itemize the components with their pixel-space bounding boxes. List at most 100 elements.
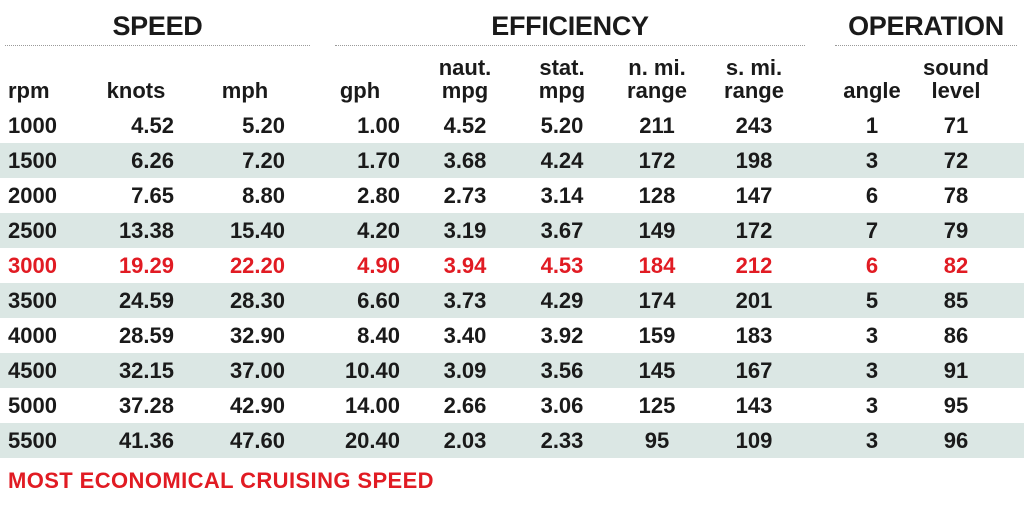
cell-n-mi-range: 172 (638, 148, 676, 173)
cell-n-mi-range: 95 (644, 428, 670, 453)
cell-rpm: 4500 (8, 358, 57, 383)
column-header-s-mi-range: s. mi. range (724, 55, 784, 103)
cell-stat-mpg: 3.67 (540, 218, 584, 243)
cell-sound-level: 86 (943, 323, 969, 348)
cell-s-mi-range: 109 (735, 428, 773, 453)
cell-gph: 20.40 (344, 428, 400, 453)
cell-angle: 3 (865, 358, 879, 383)
cell-knots: 19.29 (118, 253, 174, 278)
cell-mph: 8.80 (242, 183, 285, 208)
cell-sound-level: 91 (943, 358, 969, 383)
cell-n-mi-range: 145 (638, 358, 676, 383)
cell-naut-mpg: 3.19 (443, 218, 487, 243)
cell-naut-mpg: 3.94 (443, 253, 487, 278)
cell-stat-mpg: 4.29 (540, 288, 584, 313)
cell-rpm: 2000 (8, 183, 57, 208)
cell-gph: 4.90 (357, 253, 400, 278)
table-row: 2500 13.38 15.40 4.20 3.19 3.67 149 172 7 79 (0, 213, 1024, 248)
cell-knots: 6.26 (131, 148, 174, 173)
cell-angle: 3 (865, 148, 879, 173)
group-rule-speed (5, 45, 310, 46)
cell-gph: 14.00 (344, 393, 400, 418)
cell-knots: 28.59 (118, 323, 174, 348)
cell-naut-mpg: 2.03 (443, 428, 487, 453)
cell-mph: 28.30 (229, 288, 285, 313)
cell-mph: 7.20 (242, 148, 285, 173)
cell-rpm: 2500 (8, 218, 57, 243)
column-header-gph: gph (339, 78, 381, 103)
cell-mph: 47.60 (229, 428, 285, 453)
group-title-efficiency: EFFICIENCY (491, 11, 649, 41)
column-header-naut-mpg: naut. mpg (438, 55, 492, 103)
cell-knots: 4.52 (131, 113, 174, 138)
cell-rpm: 5000 (8, 393, 57, 418)
cell-stat-mpg: 4.53 (540, 253, 584, 278)
cell-stat-mpg: 3.92 (540, 323, 584, 348)
cell-sound-level: 95 (943, 393, 969, 418)
cell-stat-mpg: 2.33 (540, 428, 584, 453)
cell-gph: 1.00 (357, 113, 400, 138)
cell-stat-mpg: 4.24 (540, 148, 584, 173)
cell-angle: 6 (865, 253, 879, 278)
column-header-knots: knots (106, 78, 166, 103)
table-row: 5500 41.36 47.60 20.40 2.03 2.33 95 109 3 96 (0, 423, 1024, 458)
cell-stat-mpg: 5.20 (540, 113, 584, 138)
column-header-angle: angle (843, 78, 901, 103)
cell-n-mi-range: 128 (638, 183, 676, 208)
cell-mph: 32.90 (229, 323, 285, 348)
cell-rpm: 3500 (8, 288, 57, 313)
cell-angle: 6 (865, 183, 879, 208)
group-rule-efficiency (335, 45, 805, 46)
column-header-n-mi-range: n. mi. range (627, 55, 687, 103)
column-header-rpm: rpm (8, 78, 50, 103)
cell-gph: 2.80 (357, 183, 400, 208)
cell-rpm: 3000 (8, 253, 57, 278)
cell-rpm: 5500 (8, 428, 57, 453)
cell-rpm: 4000 (8, 323, 57, 348)
cell-naut-mpg: 4.52 (443, 113, 487, 138)
cell-mph: 22.20 (229, 253, 285, 278)
cell-knots: 32.15 (118, 358, 174, 383)
cell-angle: 3 (865, 393, 879, 418)
cell-knots: 37.28 (118, 393, 174, 418)
column-header-mph: mph (221, 78, 269, 103)
cell-gph: 10.40 (344, 358, 400, 383)
cell-n-mi-range: 184 (638, 253, 676, 278)
cell-knots: 7.65 (131, 183, 174, 208)
cell-gph: 6.60 (357, 288, 400, 313)
cell-stat-mpg: 3.14 (540, 183, 584, 208)
cell-s-mi-range: 243 (735, 113, 773, 138)
cell-stat-mpg: 3.06 (540, 393, 584, 418)
table-row: 4000 28.59 32.90 8.40 3.40 3.92 159 183 3 86 (0, 318, 1024, 353)
table-row: 5000 37.28 42.90 14.00 2.66 3.06 125 143 3 95 (0, 388, 1024, 423)
cell-mph: 42.90 (229, 393, 285, 418)
cell-n-mi-range: 125 (638, 393, 676, 418)
cell-angle: 5 (865, 288, 879, 313)
group-title-speed: SPEED (112, 11, 203, 41)
cell-sound-level: 79 (943, 218, 969, 243)
cell-angle: 7 (865, 218, 879, 243)
table-row: 2000 7.65 8.80 2.80 2.73 3.14 128 147 6 78 (0, 178, 1024, 213)
footnote: MOST ECONOMICAL CRUISING SPEED (8, 468, 434, 493)
cell-sound-level: 78 (943, 183, 969, 208)
cell-mph: 5.20 (242, 113, 285, 138)
cell-n-mi-range: 159 (638, 323, 676, 348)
cell-n-mi-range: 174 (638, 288, 676, 313)
cell-s-mi-range: 201 (735, 288, 773, 313)
table-row: 3500 24.59 28.30 6.60 3.73 4.29 174 201 5 85 (0, 283, 1024, 318)
cell-n-mi-range: 211 (639, 113, 675, 138)
table-row: 4500 32.15 37.00 10.40 3.09 3.56 145 167 3 91 (0, 353, 1024, 388)
cell-gph: 8.40 (357, 323, 400, 348)
cell-sound-level: 96 (943, 428, 969, 453)
cell-sound-level: 71 (943, 113, 969, 138)
group-title-operation: OPERATION (848, 11, 1004, 41)
cell-knots: 13.38 (118, 218, 174, 243)
cell-sound-level: 72 (943, 148, 969, 173)
table-row: 1000 4.52 5.20 1.00 4.52 5.20 211 243 1 71 (0, 108, 1024, 143)
cell-stat-mpg: 3.56 (540, 358, 584, 383)
cell-s-mi-range: 198 (735, 148, 773, 173)
cell-naut-mpg: 2.66 (443, 393, 487, 418)
cell-naut-mpg: 3.68 (443, 148, 487, 173)
cell-s-mi-range: 212 (735, 253, 773, 278)
cell-angle: 1 (865, 113, 879, 138)
